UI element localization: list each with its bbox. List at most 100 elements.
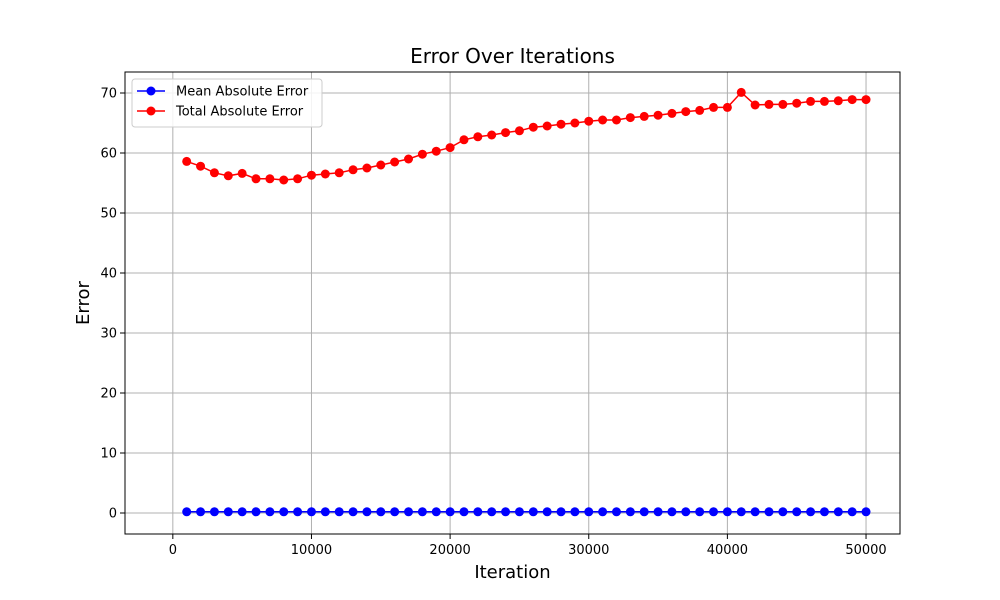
data-point [528, 122, 538, 132]
data-point [861, 95, 871, 105]
data-point [806, 96, 816, 106]
y-tick-label: 50 [100, 207, 117, 222]
data-point [722, 102, 732, 112]
data-point [639, 111, 649, 121]
data-point [459, 507, 469, 517]
data-point [209, 168, 219, 178]
y-tick-label: 70 [100, 87, 117, 102]
data-point [251, 507, 261, 517]
data-point [514, 507, 524, 517]
data-point [265, 174, 275, 184]
data-point [223, 507, 233, 517]
data-point [819, 96, 829, 106]
data-point [293, 507, 303, 517]
data-point [501, 507, 511, 517]
data-point [306, 170, 316, 180]
data-point [736, 507, 746, 517]
data-point [611, 115, 621, 125]
data-point [487, 130, 497, 140]
data-point [625, 113, 635, 123]
data-point [736, 87, 746, 97]
data-point [320, 169, 330, 179]
data-point [681, 507, 691, 517]
data-point [584, 116, 594, 126]
data-point [473, 507, 483, 517]
data-point [847, 95, 857, 105]
data-point [819, 507, 829, 517]
data-point [473, 132, 483, 142]
data-point [542, 507, 552, 517]
data-point [625, 507, 635, 517]
legend-label: Mean Absolute Error [176, 85, 309, 100]
data-point [196, 507, 206, 517]
data-point [722, 507, 732, 517]
data-point [334, 507, 344, 517]
y-tick-label: 30 [100, 327, 117, 342]
legend-item: Total Absolute Error [137, 105, 304, 120]
data-point [320, 507, 330, 517]
data-point [542, 121, 552, 131]
data-point [570, 507, 580, 517]
x-tick-label: 0 [169, 543, 177, 558]
data-point [196, 161, 206, 171]
data-point [792, 98, 802, 108]
data-point [833, 96, 843, 106]
data-point [431, 507, 441, 517]
data-point [653, 110, 663, 120]
data-point [348, 507, 358, 517]
data-point [293, 174, 303, 184]
data-point [445, 143, 455, 153]
data-point [390, 507, 400, 517]
y-axis-label: Error [73, 280, 94, 324]
data-point [445, 507, 455, 517]
legend-item: Mean Absolute Error [137, 85, 309, 100]
data-point [681, 107, 691, 117]
axes-frame [124, 71, 901, 535]
legend-box [131, 78, 323, 128]
x-tick-label: 20000 [429, 543, 470, 558]
data-point [417, 149, 427, 159]
data-point [404, 154, 414, 164]
data-point [501, 128, 511, 138]
data-point [376, 160, 386, 170]
data-point [667, 108, 677, 118]
x-tick-label: 40000 [707, 543, 748, 558]
legend-label: Total Absolute Error [175, 105, 304, 120]
data-point [237, 507, 247, 517]
data-point [431, 146, 441, 156]
data-point [778, 99, 788, 109]
data-point [279, 175, 289, 185]
x-tick-label: 30000 [568, 543, 609, 558]
y-tick-label: 0 [109, 507, 117, 522]
legend-marker-swatch [146, 106, 156, 116]
y-tick-label: 40 [100, 267, 117, 282]
data-point [265, 507, 275, 517]
data-point [750, 507, 760, 517]
data-point [334, 168, 344, 178]
data-point [570, 118, 580, 128]
data-point [750, 100, 760, 110]
y-tick-label: 60 [100, 147, 117, 162]
data-point [695, 105, 705, 115]
data-point [417, 507, 427, 517]
y-tick-label: 10 [100, 447, 117, 462]
data-point [833, 507, 843, 517]
x-axis-label: Iteration [474, 562, 550, 583]
data-point [764, 507, 774, 517]
data-point [376, 507, 386, 517]
data-point [487, 507, 497, 517]
data-point [598, 507, 608, 517]
data-point [792, 507, 802, 517]
data-point [237, 168, 247, 178]
data-point [362, 507, 372, 517]
data-point [514, 126, 524, 136]
chart-title: Error Over Iterations [410, 44, 615, 68]
data-point [556, 507, 566, 517]
data-point [695, 507, 705, 517]
data-point [182, 507, 192, 517]
data-point [778, 507, 788, 517]
series-total-absolute-error [182, 87, 871, 185]
data-point [348, 165, 358, 175]
data-point [556, 119, 566, 129]
